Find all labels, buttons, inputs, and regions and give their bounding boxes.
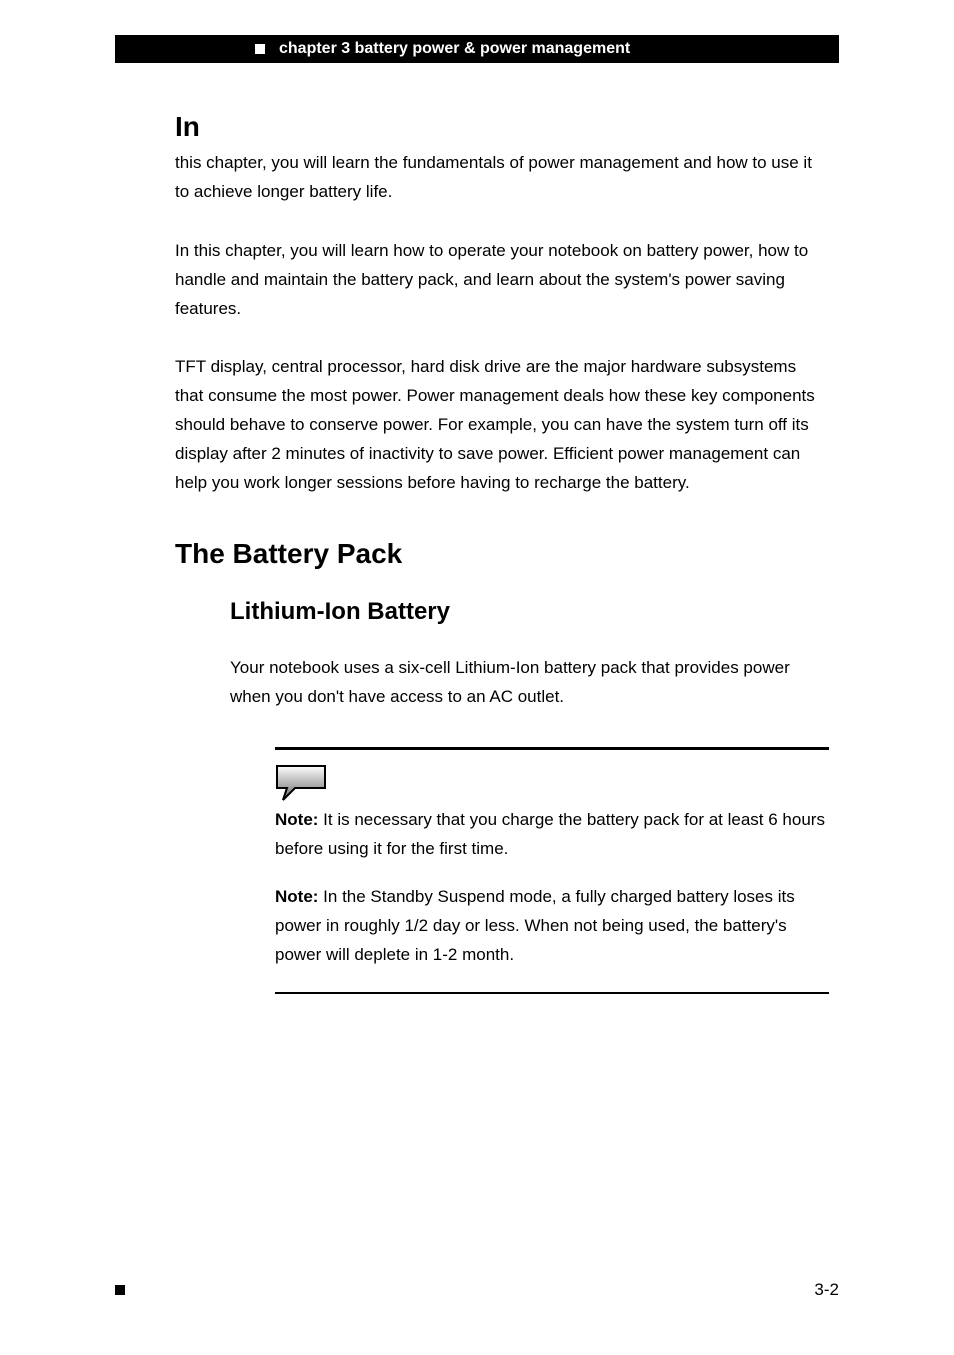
page-footer: 3-2 [115,1280,839,1300]
intro-paragraph-2: In this chapter, you will learn how to o… [175,237,829,324]
note-1-text: It is necessary that you charge the batt… [275,810,825,858]
content-area: In this chapter, you will learn the fund… [115,111,839,994]
intro-paragraph-1: this chapter, you will learn the fundame… [175,149,829,207]
h2-battery-pack: The Battery Pack [175,538,829,570]
h1-drop: In [175,111,200,142]
section-heading-in: In [175,111,829,143]
chapter-header-text: chapter 3 battery power & power manageme… [279,40,630,58]
note-icon-wrapper [275,764,829,802]
note-1: Note: It is necessary that you charge th… [275,806,829,864]
note-box: Note: It is necessary that you charge th… [275,747,829,994]
note-1-label: Note: [275,810,318,829]
header-bullet-square [255,44,265,54]
footer-bullet-square [115,1285,125,1295]
note-2: Note: In the Standby Suspend mode, a ful… [275,883,829,970]
note-2-text: In the Standby Suspend mode, a fully cha… [275,887,795,964]
speech-bubble-icon [275,764,327,802]
chapter-header-bar: chapter 3 battery power & power manageme… [115,35,839,63]
intro-paragraph-3: TFT display, central processor, hard dis… [175,353,829,497]
lithium-description: Your notebook uses a six-cell Lithium-Io… [175,654,829,712]
page: chapter 3 battery power & power manageme… [0,0,954,1355]
page-number: 3-2 [814,1280,839,1300]
note-2-label: Note: [275,887,318,906]
h3-lithium-ion: Lithium-Ion Battery [175,598,829,626]
